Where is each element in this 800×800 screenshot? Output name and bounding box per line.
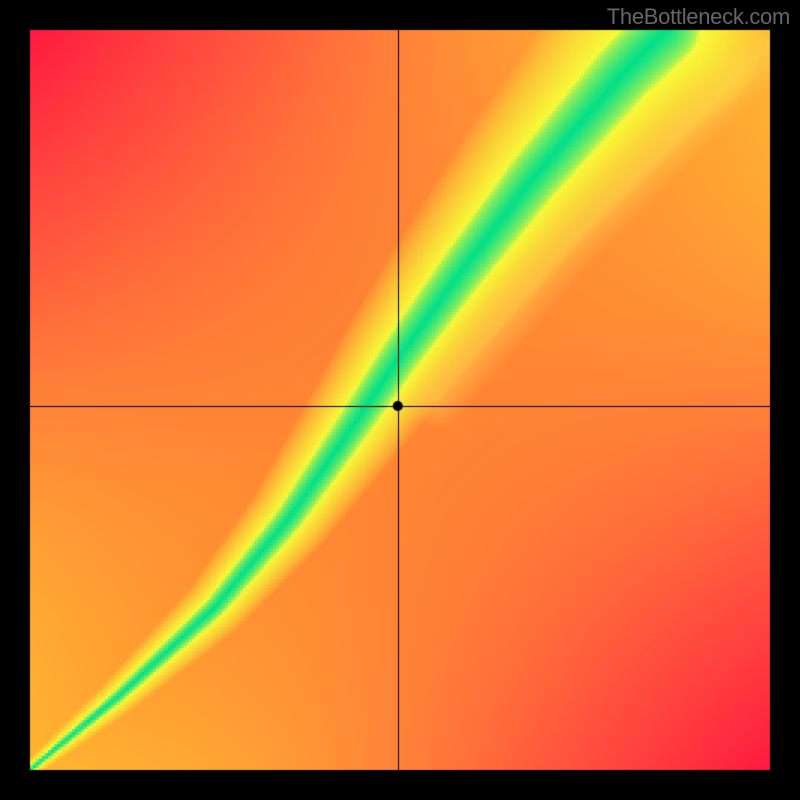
- chart-container: TheBottleneck.com: [0, 0, 800, 800]
- bottleneck-heatmap-canvas: [0, 0, 800, 800]
- watermark-text: TheBottleneck.com: [607, 4, 790, 30]
